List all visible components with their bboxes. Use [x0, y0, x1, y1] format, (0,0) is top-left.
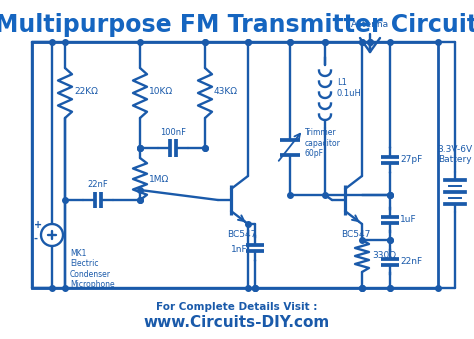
Text: BC547: BC547: [341, 230, 371, 239]
Text: MK1
Electric
Condenser
Microphone: MK1 Electric Condenser Microphone: [70, 249, 115, 289]
Text: For Complete Details Visit :: For Complete Details Visit :: [156, 302, 318, 312]
Text: -: -: [34, 234, 38, 244]
Text: BC547: BC547: [228, 230, 257, 239]
Bar: [32, 42, 438, 288]
Text: 43KΩ: 43KΩ: [214, 87, 238, 97]
Text: 1nF: 1nF: [231, 245, 247, 254]
Text: Trimmer
capacitor
60pF: Trimmer capacitor 60pF: [305, 128, 341, 158]
Text: 3.3V-6V
Battery: 3.3V-6V Battery: [438, 145, 473, 164]
Text: 330Ω: 330Ω: [372, 252, 396, 260]
Text: +: +: [34, 220, 42, 230]
Text: 22nF: 22nF: [400, 258, 422, 266]
Text: Antenna: Antenna: [351, 20, 389, 29]
Text: L1
0.1uH: L1 0.1uH: [337, 78, 362, 98]
Text: 100nF: 100nF: [160, 128, 186, 137]
Text: 27pF: 27pF: [400, 156, 422, 164]
Text: www.Circuits-DIY.com: www.Circuits-DIY.com: [144, 315, 330, 330]
Text: 22nF: 22nF: [88, 180, 109, 189]
Text: Multipurpose FM Transmitter Circuit: Multipurpose FM Transmitter Circuit: [0, 13, 474, 37]
Text: 1uF: 1uF: [400, 216, 417, 224]
Text: 1MΩ: 1MΩ: [149, 175, 169, 183]
Text: 22KΩ: 22KΩ: [74, 87, 98, 97]
Text: 10KΩ: 10KΩ: [149, 87, 173, 97]
